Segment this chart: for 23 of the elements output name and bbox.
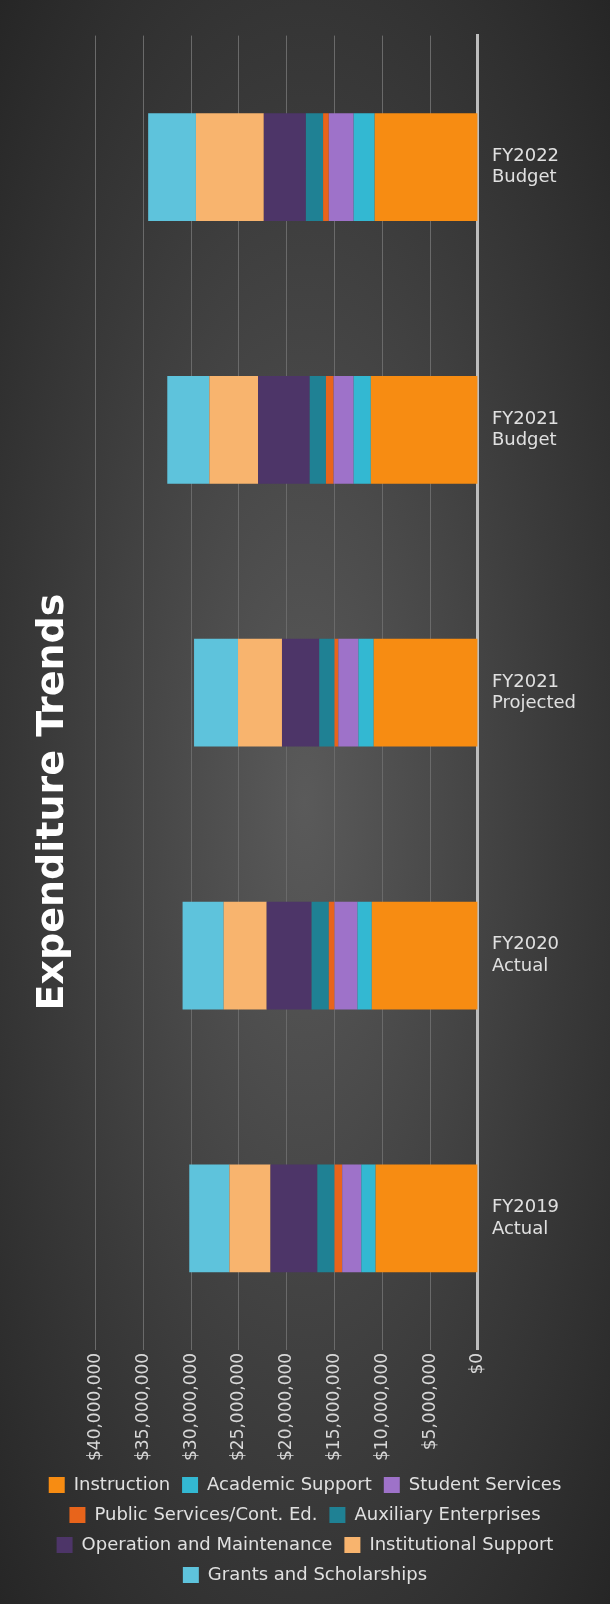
- x-tick-label: $5,000,000: [418, 1352, 439, 1451]
- legend-label: Student Services: [408, 1472, 562, 1494]
- y-tick-label: FY2021 Budget: [491, 406, 560, 450]
- legend-label: Auxiliary Enterprises: [354, 1502, 541, 1524]
- x-tick-label: $30,000,000: [179, 1352, 200, 1462]
- x-tick-label: $25,000,000: [227, 1352, 248, 1462]
- legend-label: Operation and Maintenance: [81, 1532, 333, 1554]
- x-tick-label: $35,000,000: [131, 1352, 152, 1462]
- legend-label: Public Services/Cont. Ed.: [94, 1502, 318, 1524]
- y-tick-label: FY2022 Budget: [491, 143, 560, 187]
- text: Expenditure Trends: [27, 593, 72, 1011]
- x-tick-label: $10,000,000: [370, 1352, 391, 1462]
- x-tick-label: $40,000,000: [84, 1352, 105, 1462]
- x-tick-label: $15,000,000: [322, 1352, 343, 1462]
- legend-label: Grants and Scholarships: [207, 1562, 428, 1584]
- x-tick-label: $0: [466, 1352, 487, 1375]
- legend-label: Academic Support: [207, 1472, 372, 1494]
- legend-label: Institutional Support: [369, 1532, 554, 1554]
- x-tick-label: $20,000,000: [275, 1352, 296, 1462]
- y-tick-label: FY2021 Projected: [491, 669, 577, 713]
- y-tick-label: FY2019 Actual: [491, 1195, 560, 1238]
- y-tick-label: FY2020 Actual: [491, 932, 560, 976]
- legend-label: Instruction: [73, 1472, 171, 1494]
